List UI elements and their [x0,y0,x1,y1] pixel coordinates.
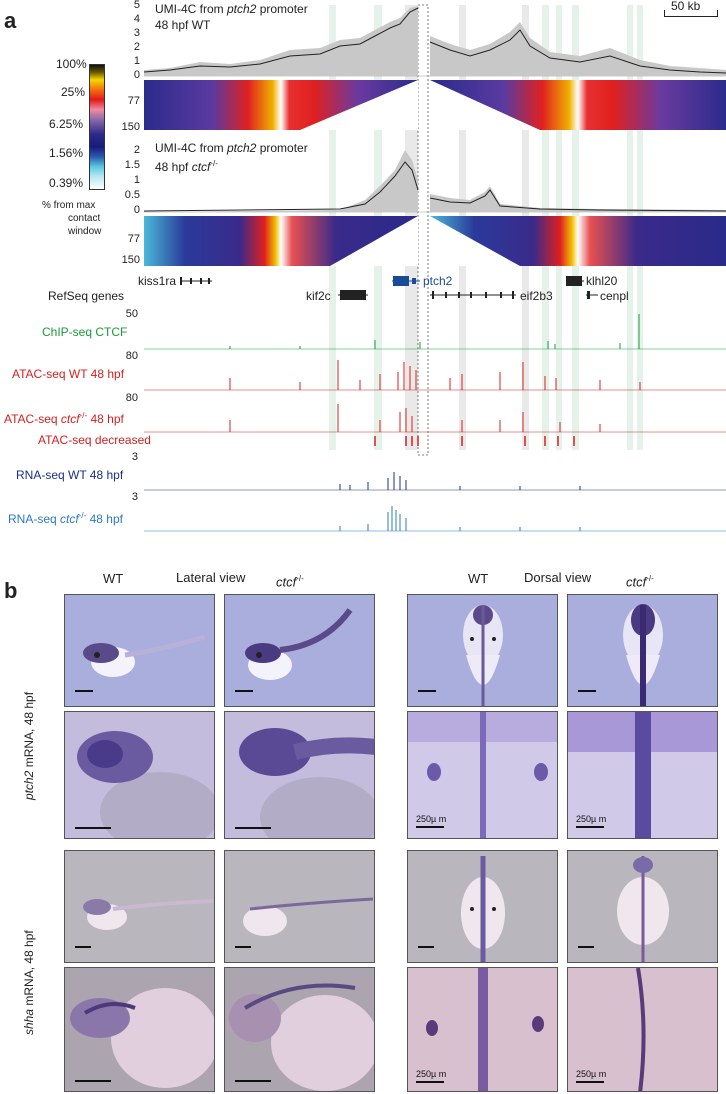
header-ctcf-lateral: ctcf-/- [276,574,304,590]
gene-kiss1ra: kiss1ra [138,274,177,288]
t1-ytick: 3 [133,27,140,39]
t1-ytick: 1 [133,55,140,67]
track1-title: UMI-4C from ptch2 promoter [155,2,308,16]
rna-wt-signal [144,472,726,491]
chip-max: 50 [125,308,138,320]
header-wt-lateral: WT [103,571,124,586]
colorbar-tick-100: 100% [56,57,87,71]
gene-klhl20: klhl20 [586,274,618,288]
umi4c-wt-heatmap [144,80,726,130]
panel-a-letter: a [4,8,17,33]
photo-shha-ctcf-lateral [224,850,375,963]
gene-ptch2: ptch2 [423,274,453,288]
genomic-scale-bar [664,10,718,17]
atac-wt-signal [144,360,726,391]
colorbar-tick-25: 25% [61,85,86,99]
scalebar-label: 250µ m [416,1069,447,1079]
t2-heat-tick: 77 [127,233,140,245]
colorbar-caption-1: % from max [42,200,96,211]
rna-wt-label: RNA-seq WT 48 hpf [16,468,124,482]
gene-eif2b3: eif2b3 [520,289,553,303]
track2-subtitle: 48 hpf ctcf-/- [155,159,218,174]
chip-ctcf-signal [144,314,726,350]
colorbar-tick-6: 6.25% [49,117,84,131]
colorbar-caption-2: contact [68,213,101,224]
t1-ytick: 4 [133,13,140,25]
header-wt-dorsal: WT [468,571,489,586]
header-dorsal-view: Dorsal view [524,570,592,585]
rna-ctcf-label: RNA-seq ctcf-/- 48 hpf [8,511,123,526]
photo-ptch2-ctcf-lateral [224,594,375,707]
gene-kif2c: kif2c [306,289,331,303]
t2-ytick: 0 [133,204,140,216]
atac-ctcf-signal [144,404,726,433]
photo-ptch2-ctcf-dorsal [567,594,718,707]
genomic-tracks-figure [143,4,726,532]
t2-ytick: 2 [133,144,140,156]
viewpoint-box [417,4,429,456]
refseq-track-label: RefSeq genes [48,289,125,303]
umi4c-wt-profile [143,6,726,77]
photo-shha-wt-lateral-zoom [64,967,215,1092]
colorbar-caption-3: window [68,226,102,237]
t1-ytick: 0 [133,69,140,81]
scalebar-label: 250µ m [416,814,447,824]
track1-subtitle: 48 hpf WT [155,18,211,32]
t2-ytick: 0.5 [124,189,140,201]
track2-title: UMI-4C from ptch2 promoter [155,141,308,155]
photo-ptch2-wt-dorsal [407,594,558,707]
umi4c-ctcf-profile [143,150,726,213]
row-label-ptch2: ptch2 mRNA, 48 hpf [22,691,36,800]
rna-ctcf-signal [144,506,726,532]
atac-wt-max: 80 [125,350,138,362]
t1-ytick: 5 [133,0,140,11]
genomic-scale-label: 50 kb [671,0,701,13]
photo-ptch2-wt-lateral-zoom [64,711,215,839]
chip-ctcf-label: ChIP-seq CTCF [42,325,128,339]
photo-ptch2-wt-dorsal-zoom: 250µ m [407,711,558,839]
t2-ytick: 1 [133,174,140,186]
t1-heat-tick: 77 [127,95,140,107]
atac-decreased-marks [374,436,575,446]
rna-wt-max: 3 [131,451,138,463]
colorbar-tick-0: 0.39% [49,176,84,190]
umi4c-ctcf-heatmap [144,216,726,266]
atac-ctcf-max: 80 [125,392,138,404]
heatmap-colorbar [89,64,105,190]
photo-shha-wt-lateral [64,850,215,963]
photo-ptch2-ctcf-dorsal-zoom: 250µ m [567,711,718,839]
colorbar-tick-1: 1.56% [49,146,84,160]
rna-ctcf-max: 3 [131,491,138,503]
panel-b-letter: b [4,578,18,603]
photo-shha-ctcf-dorsal-zoom: 250µ m [567,967,718,1092]
photo-ptch2-wt-lateral [64,594,215,707]
scalebar-label: 250µ m [576,814,607,824]
photo-shha-ctcf-dorsal [567,850,718,963]
photo-shha-wt-dorsal [407,850,558,963]
photo-shha-ctcf-lateral-zoom [224,967,375,1092]
atac-decreased-label: ATAC-seq decreased [38,433,151,447]
atac-wt-label: ATAC-seq WT 48 hpf [12,367,125,381]
header-lateral-view: Lateral view [176,570,246,585]
gene-cenpl: cenpl [600,289,629,303]
refseq-gene-models [180,276,598,300]
header-ctcf-dorsal: ctcf-/- [626,574,654,590]
photo-shha-wt-dorsal-zoom: 250µ m [407,967,558,1092]
t2-ytick: 1.5 [124,159,140,171]
row-label-shha: shha mRNA, 48 hpf [22,930,36,1035]
t2-heat-tick: 150 [121,254,140,266]
photo-ptch2-ctcf-lateral-zoom [224,711,375,839]
t1-ytick: 2 [133,41,140,53]
scalebar-label: 250µ m [576,1069,607,1079]
t1-heat-tick: 150 [121,121,140,133]
atac-ctcf-label: ATAC-seq ctcf-/- 48 hpf [4,411,124,426]
